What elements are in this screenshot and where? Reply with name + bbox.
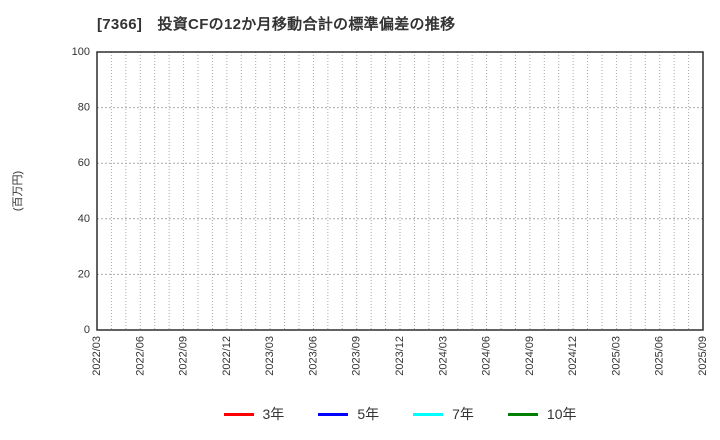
x-tick-label: 2024/09 — [524, 336, 536, 376]
legend-line-swatch — [507, 412, 538, 416]
legend-label: 3年 — [262, 406, 285, 422]
x-tick-label: 2023/09 — [351, 336, 363, 376]
x-tick-label: 2022/06 — [134, 336, 146, 376]
legend-item-7年: 7年 — [413, 404, 474, 424]
legend-item-10年: 10年 — [507, 404, 577, 424]
legend-line-swatch — [223, 412, 254, 416]
legend-line-swatch — [318, 412, 349, 416]
x-tick-label: 2024/03 — [437, 336, 449, 376]
y-tick-label: 40 — [78, 213, 90, 225]
y-tick-label: 100 — [72, 46, 90, 58]
y-tick-label: 0 — [84, 324, 90, 336]
x-tick-label: 2022/12 — [221, 336, 233, 376]
x-tick-label: 2022/09 — [178, 336, 190, 376]
legend-label: 10年 — [546, 406, 577, 422]
legend-label: 5年 — [357, 406, 380, 422]
legend: 3年 5年 7年 10年 — [97, 403, 703, 425]
plot-border — [96, 51, 704, 331]
x-tick-label: 2023/03 — [264, 336, 276, 376]
x-tick-label: 2025/09 — [697, 336, 709, 376]
x-tick-label: 2025/03 — [610, 336, 622, 376]
x-tick-label: 2023/12 — [394, 336, 406, 376]
legend-item-3年: 3年 — [223, 404, 285, 424]
x-tick-label: 2022/03 — [91, 336, 103, 376]
x-tick-label: 2025/06 — [654, 336, 666, 376]
legend-line-swatch — [413, 412, 444, 416]
chart-title: [7366] 投資CFの12か月移動合計の標準偏差の推移 — [97, 16, 456, 33]
y-tick-label: 80 — [78, 102, 90, 114]
y-tick-label: 20 — [78, 268, 90, 280]
x-tick-label: 2023/06 — [307, 336, 319, 376]
legend-label: 7年 — [452, 406, 474, 422]
x-tick-label: 2024/12 — [567, 336, 579, 376]
y-tick-label: 60 — [78, 157, 90, 169]
legend-item-5年: 5年 — [318, 404, 379, 424]
x-tick-label: 2024/06 — [481, 336, 493, 376]
